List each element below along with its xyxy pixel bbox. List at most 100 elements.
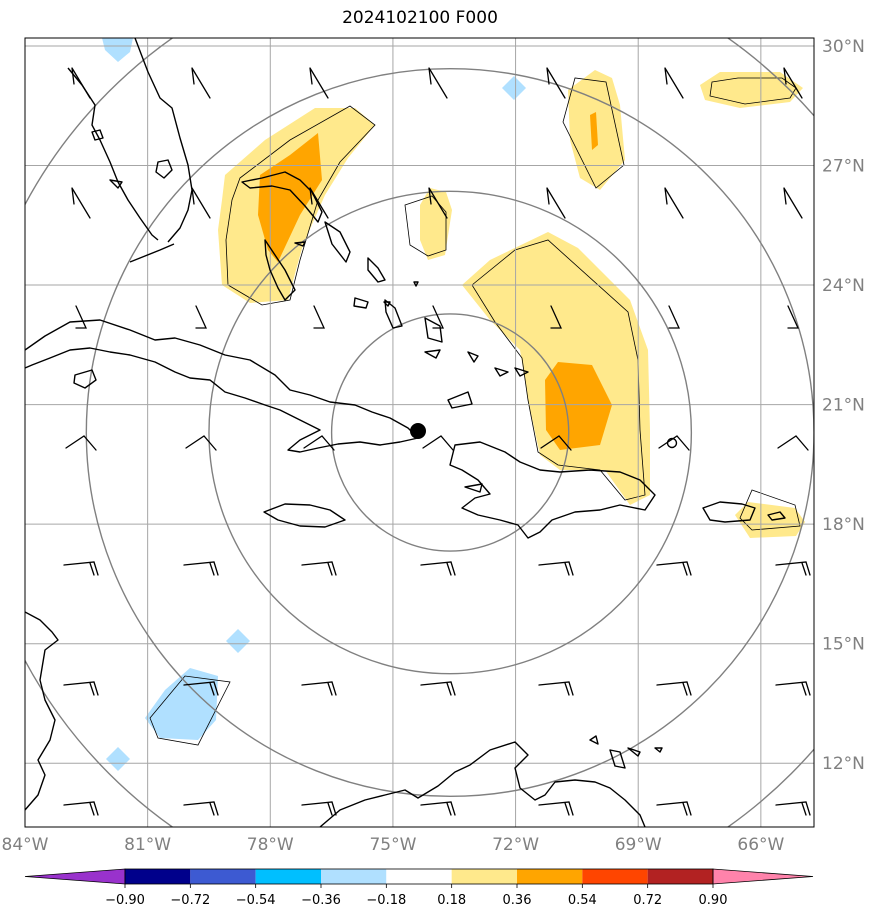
wind-barb-34	[775, 561, 811, 576]
coast-lake-okeechobee	[155, 159, 173, 179]
wind-barb-18	[550, 305, 563, 329]
small-circle-marker	[666, 437, 678, 449]
wind-barb-19	[668, 305, 681, 329]
lat-label-1: 27°N	[822, 157, 865, 177]
lon-label-0: 84°W	[2, 835, 49, 855]
wind-barb-39	[538, 681, 574, 696]
colorbar-tick-label-5: 0.18	[437, 893, 466, 908]
wind-barb-3	[428, 67, 448, 99]
colorbar-extend-low	[24, 868, 126, 885]
wind-barb-33	[656, 561, 692, 576]
colorbar-tick-label-6: 0.36	[503, 893, 532, 908]
wind-barb-24	[422, 435, 454, 451]
wind-barb-15	[195, 305, 208, 329]
negative-anomaly-north	[102, 38, 133, 62]
wind-barb-11	[546, 187, 566, 219]
longitude-labels: 84°W 81°W 78°W 75°W 72°W 69°W 66°W	[2, 835, 785, 855]
anomaly-shading	[102, 38, 805, 771]
negative-anomaly-spot-2	[226, 629, 250, 653]
wind-barb-47	[656, 801, 692, 816]
coast-florida-west	[67, 67, 159, 241]
wind-barb-17	[432, 305, 445, 329]
coast-acklins	[424, 317, 443, 359]
colorbar-segment-6	[517, 869, 583, 884]
wind-barb-28	[63, 561, 99, 576]
colorbar-tick-label-8: 0.72	[633, 893, 662, 908]
lon-label-4: 72°W	[492, 835, 539, 855]
lon-label-2: 78°W	[247, 835, 294, 855]
colorbar-tick-label-4: −0.18	[366, 893, 406, 908]
wind-barb-40	[656, 681, 692, 696]
coast-southwest-florida	[91, 129, 123, 189]
wind-barb-44	[301, 801, 337, 816]
wind-barb-10	[428, 187, 448, 219]
wind-barb-2	[309, 67, 329, 99]
lat-label-3: 21°N	[822, 396, 865, 416]
coast-florida-east	[134, 38, 193, 243]
wind-barb-25	[540, 435, 572, 451]
wind-barb-48	[775, 801, 811, 816]
colorbar-extend-high	[712, 868, 814, 885]
colorbar-segment-3	[321, 869, 387, 884]
colorbar-segment-5	[451, 869, 517, 884]
storm-center-marker	[410, 423, 426, 439]
wind-barb-45	[420, 801, 456, 816]
wind-barb-30	[301, 561, 337, 576]
wind-barb-36	[183, 681, 219, 696]
coast-inagua	[447, 391, 473, 409]
wind-barb-29	[183, 561, 219, 576]
strong-anomaly-northeast	[590, 112, 598, 150]
contour-southwest	[149, 675, 231, 746]
wind-barb-13	[783, 187, 803, 219]
positive-anomaly-north	[420, 188, 452, 260]
wind-barb-4	[546, 67, 566, 99]
positive-anomaly-far-northeast	[700, 72, 803, 108]
coast-florida-keys	[129, 243, 175, 263]
lat-label-5: 15°N	[822, 635, 865, 655]
wind-barb-32	[538, 561, 574, 576]
colorbar-tick-label-7: 0.54	[568, 893, 597, 908]
wind-barb-46	[538, 801, 574, 816]
wind-barb-42	[63, 801, 99, 816]
colorbar-tick-label-2: −0.54	[236, 893, 276, 908]
colorbar-tick-label-3: −0.36	[301, 893, 341, 908]
lat-label-0: 30°N	[822, 37, 865, 57]
coast-puerto-rico	[702, 501, 756, 523]
contour-north	[404, 195, 447, 257]
coast-isle-of-youth	[73, 369, 97, 389]
coast-central-america	[25, 611, 59, 811]
colorbar-segment-8	[647, 869, 713, 884]
coast-long-island	[384, 299, 403, 329]
coast-virgin-islands	[767, 511, 786, 521]
colorbar-tick-label-9: 0.90	[699, 893, 728, 908]
wind-barb-14	[75, 305, 88, 329]
coast-small-islands	[294, 241, 419, 307]
wind-barb-38	[420, 681, 456, 696]
wind-barb-43	[183, 801, 219, 816]
coast-grand-bahama	[264, 239, 296, 301]
coastlines	[25, 38, 786, 827]
wind-barb-27	[777, 435, 809, 451]
contour-east	[471, 239, 646, 501]
colorbar-segment-2	[255, 869, 321, 884]
range-ring-2	[208, 190, 693, 675]
wind-barb-23	[303, 435, 335, 451]
colorbar-segment-1	[190, 869, 256, 884]
wind-barb-41	[775, 681, 811, 696]
coast-exuma	[367, 257, 386, 283]
colorbar-tick-label-1: −0.72	[170, 893, 210, 908]
wind-barb-1	[191, 67, 211, 99]
lon-label-3: 75°W	[369, 835, 416, 855]
wind-barb-21	[65, 435, 97, 451]
wind-barbs	[63, 67, 811, 816]
lon-label-5: 69°W	[615, 835, 662, 855]
wind-barb-37	[301, 681, 337, 696]
lat-label-4: 18°N	[822, 515, 865, 535]
contour-bahamas	[225, 105, 376, 306]
range-ring-3	[85, 68, 814, 797]
colorbar: −0.90 −0.72 −0.54 −0.36 −0.18 0.18 0.36 0.54 0.7…	[24, 868, 814, 908]
wind-barb-5	[664, 67, 684, 99]
